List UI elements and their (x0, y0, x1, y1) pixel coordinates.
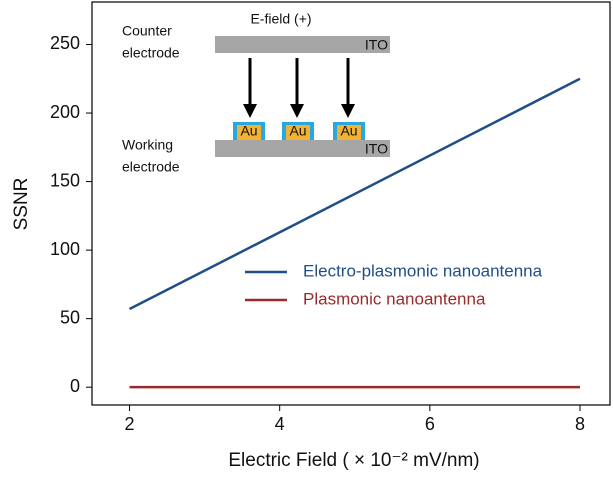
au-label: Au (289, 123, 306, 139)
x-tick-label: 4 (275, 414, 285, 434)
y-tick-label: 0 (70, 376, 80, 396)
x-tick-label: 6 (425, 414, 435, 434)
top-electrode (215, 36, 390, 53)
plot-frame (92, 2, 610, 405)
inset-diagram: Au Au Au ITO ITO E-field (+) Counter ele… (122, 11, 390, 175)
y-tick-label: 150 (50, 170, 80, 190)
y-tick-label: 50 (60, 307, 80, 327)
x-tick-label: 2 (125, 414, 135, 434)
bottom-electrode (215, 140, 390, 157)
y-tick-label: 200 (50, 102, 80, 122)
field-arrows (250, 58, 348, 106)
y-axis-title: SSNR (11, 178, 32, 231)
field-label: E-field (+) (250, 11, 311, 27)
legend-label: Electro-plasmonic nanoantenna (303, 261, 543, 280)
counter-label: electrode (122, 45, 180, 61)
x-tick-label: 8 (575, 414, 585, 434)
au-label: Au (340, 123, 357, 139)
ito-label: ITO (365, 141, 388, 157)
working-label: Working (122, 137, 173, 153)
arrow-heads (243, 104, 355, 118)
au-label: Au (240, 123, 257, 139)
chart: Electric Field ( × 10⁻² mV/nm) SSNR Au A… (0, 0, 613, 478)
ito-label: ITO (365, 37, 388, 53)
working-label: electrode (122, 159, 180, 175)
legend-label: Plasmonic nanoantenna (303, 289, 486, 308)
x-axis-title: Electric Field ( × 10⁻² mV/nm) (228, 450, 479, 471)
y-tick-label: 250 (50, 33, 80, 53)
counter-label: Counter (122, 23, 172, 39)
y-tick-label: 100 (50, 239, 80, 259)
